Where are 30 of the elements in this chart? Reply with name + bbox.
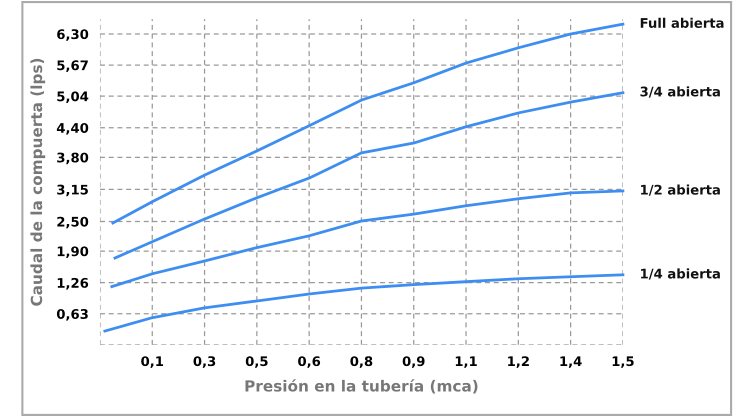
series-label: 3/4 abierta <box>640 86 720 98</box>
y-tick-label: 3,80 <box>57 152 88 164</box>
line-series <box>111 22 624 224</box>
x-tick-label: 0,3 <box>194 356 216 368</box>
series-label: Full abierta <box>640 18 724 28</box>
x-tick-label: 0,9 <box>402 356 425 368</box>
y-tick-label: 0,63 <box>56 308 88 321</box>
y-tick-label: 3,15 <box>57 184 88 196</box>
line-series <box>114 91 624 260</box>
x-tick-label: 0,8 <box>350 356 372 368</box>
x-tick-label: 1,2 <box>508 356 529 368</box>
x-tick-label: 1,5 <box>612 356 634 368</box>
y-tick-label: 1,26 <box>58 278 88 290</box>
series-label: 1/4 abierta <box>641 268 720 280</box>
series-label: 1/2 abierta <box>641 184 720 196</box>
y-axis-title: Caudal de la compuerta (lps) <box>30 58 46 306</box>
y-tick-label: 1,90 <box>58 246 88 258</box>
y-tick-label: 6,30 <box>57 29 88 41</box>
y-tick-label: 4,40 <box>56 122 88 135</box>
x-tick-label: 0,6 <box>298 356 320 368</box>
x-tick-label: 1,4 <box>560 356 582 368</box>
line-series <box>103 273 624 332</box>
line-series <box>110 190 624 288</box>
y-tick-label: 5,04 <box>57 91 88 104</box>
x-axis-title: Presión en la tubería (mca) <box>246 379 478 394</box>
x-tick-label: 0,1 <box>141 356 164 368</box>
x-tick-label: 1,1 <box>456 356 477 368</box>
y-tick-label: 5,67 <box>57 60 88 72</box>
x-tick-label: 0,5 <box>246 356 268 368</box>
y-tick-label: 2,50 <box>57 216 88 228</box>
